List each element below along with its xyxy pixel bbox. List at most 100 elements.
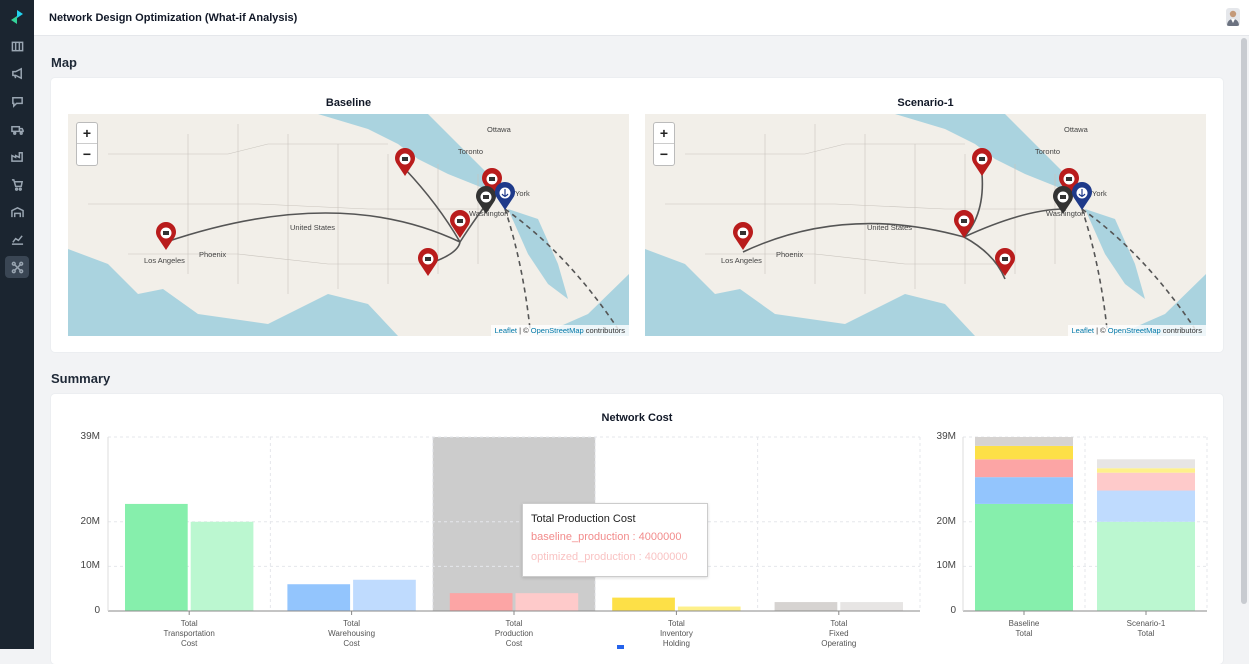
- x-tick-label: Warehousing: [328, 629, 376, 638]
- rail-chat-button[interactable]: [5, 90, 29, 112]
- pin-la-marker[interactable]: [733, 222, 753, 250]
- x-tick-label: Total: [830, 619, 848, 628]
- city-label: United States: [867, 223, 913, 232]
- leaflet-link[interactable]: Leaflet: [1071, 326, 1095, 335]
- x-tick-label: Production: [494, 629, 534, 638]
- pin-south-marker[interactable]: [995, 247, 1015, 276]
- pin-central-marker[interactable]: [450, 210, 471, 238]
- rail-transport-button[interactable]: [5, 118, 29, 140]
- scenario-map-title: Scenario-1: [897, 97, 954, 109]
- network-cost-chart: [107, 436, 1208, 615]
- attribution-separator: | ©: [517, 326, 531, 335]
- factory-icon: [10, 151, 23, 162]
- chart-tooltip: Total Production Cost baseline_productio…: [522, 503, 708, 577]
- stacked-segment: [975, 445, 1073, 460]
- y-tick-label: 39M: [80, 431, 100, 442]
- app-logo-icon[interactable]: [9, 9, 25, 25]
- side-x-tick-label: Total: [1015, 629, 1033, 638]
- y-tick-label: 20M: [80, 515, 100, 527]
- route-export-1: [504, 208, 531, 330]
- route-export-2: [504, 208, 619, 330]
- city-label: United States: [290, 223, 336, 232]
- route-la: [165, 212, 461, 243]
- x-tick-label: Inventory: [659, 629, 693, 638]
- zoom-out-button[interactable]: −: [82, 146, 92, 162]
- pin-south-marker[interactable]: [418, 247, 438, 276]
- x-tick-label: Total: [343, 619, 361, 628]
- map-section-title: Map: [51, 55, 77, 70]
- stacked-segment: [1097, 521, 1195, 611]
- x-tick-label: Cost: [180, 639, 198, 648]
- pin-port-marker[interactable]: [1072, 182, 1092, 210]
- great-lakes-shape: [895, 114, 1075, 194]
- pin-central-marker[interactable]: [954, 210, 974, 238]
- page-scrollbar[interactable]: [1241, 38, 1247, 604]
- stacked-segment: [1097, 490, 1195, 522]
- route-east: [963, 208, 1066, 238]
- stacked-segment: [1097, 468, 1195, 473]
- x-tick-label: Transportation: [163, 629, 215, 638]
- baseline-map[interactable]: Ottawa Toronto York Washington United St…: [68, 114, 629, 336]
- city-label: Toronto: [458, 147, 484, 156]
- bar-baseline: [287, 584, 351, 611]
- bar-baseline: [125, 503, 188, 611]
- rail-orders-button[interactable]: [5, 173, 29, 195]
- tooltip-baseline-value: baseline_production : 4000000: [531, 531, 682, 543]
- y-tick-label: 10M: [80, 560, 100, 572]
- pin-ne-marker[interactable]: [482, 167, 503, 196]
- pin-north-marker[interactable]: [972, 147, 992, 176]
- side-x-tick-label: Scenario-1: [1126, 619, 1166, 628]
- x-tick-label: Cost: [505, 639, 523, 648]
- pin-ne-marker[interactable]: [1059, 167, 1079, 196]
- stacked-segment: [975, 437, 1073, 446]
- gulf-shape: [1085, 209, 1145, 299]
- side-x-tick-label: Baseline: [1008, 619, 1040, 628]
- pin-north-marker[interactable]: [395, 147, 416, 176]
- scenario-map[interactable]: Ottawa Toronto York Washington United St…: [645, 114, 1206, 336]
- rail-network-button[interactable]: [5, 256, 29, 278]
- rail-map-button[interactable]: [5, 35, 29, 57]
- scenario-map-canvas: [645, 114, 1206, 336]
- x-tick-label: Fixed: [829, 629, 849, 638]
- route-south: [963, 236, 1006, 280]
- pin-port-marker[interactable]: [495, 182, 515, 210]
- city-label: Washington: [469, 209, 509, 218]
- line-chart-icon: [11, 234, 23, 245]
- osm-link[interactable]: OpenStreetMap: [1107, 326, 1161, 335]
- rail-analytics-button[interactable]: [5, 228, 29, 250]
- x-tick-label: Operating: [821, 639, 857, 648]
- user-avatar[interactable]: [1226, 8, 1240, 26]
- rail-campaign-button[interactable]: [5, 62, 29, 84]
- city-label: Phoenix: [199, 250, 227, 259]
- rail-production-button[interactable]: [5, 145, 29, 167]
- side-rail: [0, 0, 34, 649]
- tooltip-optimized-value: optimized_production : 4000000: [531, 551, 688, 563]
- pin-dc-marker[interactable]: [1053, 186, 1073, 214]
- network-icon: [11, 261, 23, 273]
- leaflet-link[interactable]: Leaflet: [494, 326, 518, 335]
- rail-warehouse-button[interactable]: [5, 201, 29, 223]
- pin-la-marker[interactable]: [156, 222, 176, 250]
- warehouse-icon: [10, 206, 24, 217]
- route-north: [963, 173, 984, 238]
- tooltip-title: Total Production Cost: [531, 513, 636, 525]
- stacked-segment: [975, 503, 1073, 611]
- route-export-1: [1081, 208, 1108, 330]
- truck-icon: [10, 125, 24, 135]
- stacked-segment: [975, 459, 1073, 478]
- page-title: Network Design Optimization (What-if Ana…: [49, 12, 298, 24]
- osm-link[interactable]: OpenStreetMap: [530, 326, 584, 335]
- zoom-in-button[interactable]: +: [654, 123, 674, 144]
- megaphone-icon: [11, 67, 22, 79]
- zoom-in-button[interactable]: +: [77, 123, 97, 144]
- x-tick-label: Holding: [662, 639, 690, 648]
- zoom-out-button[interactable]: −: [659, 146, 669, 162]
- stacked-segment: [1097, 472, 1195, 491]
- pin-dc-marker[interactable]: [476, 186, 496, 214]
- city-label: York: [1092, 189, 1107, 198]
- x-tick-label: Total: [180, 619, 198, 628]
- side-y-tick-label: 10M: [936, 560, 956, 572]
- bar-optimized: [353, 579, 416, 611]
- city-label: Los Angeles: [721, 256, 762, 265]
- city-label: Toronto: [1035, 147, 1061, 156]
